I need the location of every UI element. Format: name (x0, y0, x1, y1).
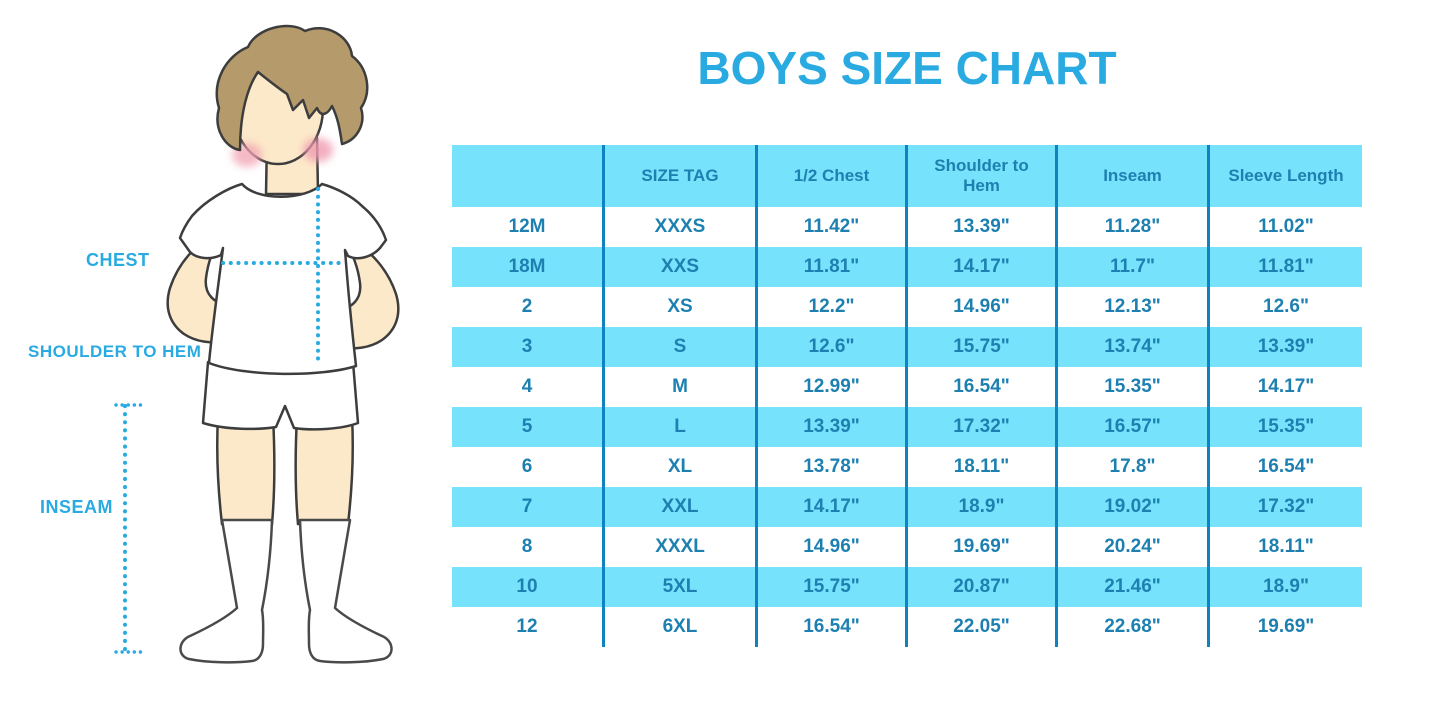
table-cell: 6XL (602, 607, 755, 647)
table-cell: 13.78" (755, 447, 905, 487)
table-cell: 18.9" (1207, 567, 1362, 607)
shoulder-to-hem-label: SHOULDER TO HEM (28, 342, 202, 361)
table-cell: 12.13" (1055, 287, 1207, 327)
table-cell: XXS (602, 247, 755, 287)
table-cell: 15.35" (1055, 367, 1207, 407)
inseam-label: INSEAM (40, 497, 114, 517)
table-cell: 14.96" (905, 287, 1055, 327)
table-cell: 12.6" (755, 327, 905, 367)
table-cell: 17.32" (1207, 487, 1362, 527)
table-cell: 16.57" (1055, 407, 1207, 447)
size-cell: 7 (521, 496, 533, 517)
table-cell: 21.46" (1055, 567, 1207, 607)
table-cell: 14.17" (755, 487, 905, 527)
table-row-2: 2 XS 12.2" 14.96" 12.13" 12.6" (452, 287, 1362, 327)
table-cell: 11.81" (755, 247, 905, 287)
table-cell: 18.11" (1207, 527, 1362, 567)
size-cell: 4 (521, 376, 533, 397)
size-cell: 3 (521, 336, 533, 357)
table-cell: 15.75" (755, 567, 905, 607)
table-row-8: 8 XXXL 14.96" 19.69" 20.24" 18.11" (452, 527, 1362, 567)
table-cell: XS (602, 287, 755, 327)
table-cell: 19.69" (905, 527, 1055, 567)
table-cell: 17.8" (1055, 447, 1207, 487)
table-row-5: 5 L 13.39" 17.32" 16.57" 15.35" (452, 407, 1362, 447)
table-cell: 13.39" (905, 207, 1055, 247)
left-leg-graphic (215, 414, 276, 526)
table-row-12M: 12M XXXS 11.42" 13.39" 11.28" 11.02" (452, 207, 1362, 247)
table-row-10: 10 5XL 15.75" 20.87" 21.46" 18.9" (452, 567, 1362, 607)
table-cell: 11.02" (1207, 207, 1362, 247)
table-cell: 16.54" (905, 367, 1055, 407)
header-cell-3: Shoulder to Hem (905, 145, 1055, 207)
table-cell: XXXL (602, 527, 755, 567)
table-cell: 16.54" (755, 607, 905, 647)
chest-label: CHEST (86, 250, 150, 270)
table-cell: 14.17" (1207, 367, 1362, 407)
table-cell: 15.35" (1207, 407, 1362, 447)
table-row-3: 3 S 12.6" 15.75" 13.74" 13.39" (452, 327, 1362, 367)
table-row-12: 12 6XL 16.54" 22.05" 22.68" 19.69" (452, 607, 1362, 647)
table-cell: 14.17" (905, 247, 1055, 287)
table-cell: 18.11" (905, 447, 1055, 487)
table-cell: 5XL (602, 567, 755, 607)
table-cell: XXL (602, 487, 755, 527)
table-row-4: 4 M 12.99" 16.54" 15.35" 14.17" (452, 367, 1362, 407)
table-cell: 20.24" (1055, 527, 1207, 567)
table-cell: 11.81" (1207, 247, 1362, 287)
size-cell: 6 (521, 456, 533, 477)
table-cell: 11.7" (1055, 247, 1207, 287)
table-cell: 19.69" (1207, 607, 1362, 647)
header-cell-5: Sleeve Length (1207, 145, 1362, 207)
table-cell: M (602, 367, 755, 407)
header-cell-0 (452, 145, 602, 207)
table-cell: 13.39" (1207, 327, 1362, 367)
table-cell: 12.6" (1207, 287, 1362, 327)
size-cell: 10 (516, 576, 538, 597)
right-cheek (303, 138, 333, 162)
right-sock-graphic (298, 518, 393, 664)
boy-figure-svg (114, 24, 400, 664)
size-table: SIZE TAG 1/2 Chest Shoulder to Hem Inseam Sl… (452, 145, 1362, 647)
table-cell: 14.96" (755, 527, 905, 567)
table-cell: XXXS (602, 207, 755, 247)
size-table-body: 12M XXXS 11.42" 13.39" 11.28" 11.02" 18M XXS 11.… (452, 207, 1362, 647)
size-cell: 12 (516, 616, 538, 637)
table-cell: 15.75" (905, 327, 1055, 367)
table-cell: L (602, 407, 755, 447)
header-cell-4: Inseam (1055, 145, 1207, 207)
shirt-graphic (178, 182, 388, 376)
table-cell: 11.42" (755, 207, 905, 247)
header-cell-2: 1/2 Chest (755, 145, 905, 207)
size-cell: 5 (521, 416, 533, 437)
table-cell: 13.39" (755, 407, 905, 447)
table-cell: S (602, 327, 755, 367)
page-title: BOYS SIZE CHART (697, 42, 1117, 94)
table-cell: 22.05" (905, 607, 1055, 647)
boy-measurement-illustration: CHEST SHOULDER TO HEM INSEAM (0, 0, 452, 723)
table-cell: 18.9" (905, 487, 1055, 527)
table-cell: 13.74" (1055, 327, 1207, 367)
table-row-6: 6 XL 13.78" 18.11" 17.8" 16.54" (452, 447, 1362, 487)
size-table-header-row: SIZE TAG 1/2 Chest Shoulder to Hem Inseam Sl… (452, 145, 1362, 207)
table-cell: 12.99" (755, 367, 905, 407)
table-cell: 22.68" (1055, 607, 1207, 647)
table-cell: 16.54" (1207, 447, 1362, 487)
hair-graphic (215, 24, 369, 152)
table-cell: 12.2" (755, 287, 905, 327)
header-cell-1: SIZE TAG (602, 145, 755, 207)
size-cell: 18M (508, 256, 546, 277)
size-cell: 8 (521, 536, 533, 557)
left-sock-graphic (179, 518, 274, 664)
right-leg-graphic (294, 414, 355, 526)
size-cell: 2 (521, 296, 533, 317)
table-cell: 19.02" (1055, 487, 1207, 527)
table-cell: 11.28" (1055, 207, 1207, 247)
table-cell: 20.87" (905, 567, 1055, 607)
size-cell: 12M (508, 216, 546, 237)
table-cell: 17.32" (905, 407, 1055, 447)
table-row-18M: 18M XXS 11.81" 14.17" 11.7" 11.81" (452, 247, 1362, 287)
table-row-7: 7 XXL 14.17" 18.9" 19.02" 17.32" (452, 487, 1362, 527)
table-cell: XL (602, 447, 755, 487)
